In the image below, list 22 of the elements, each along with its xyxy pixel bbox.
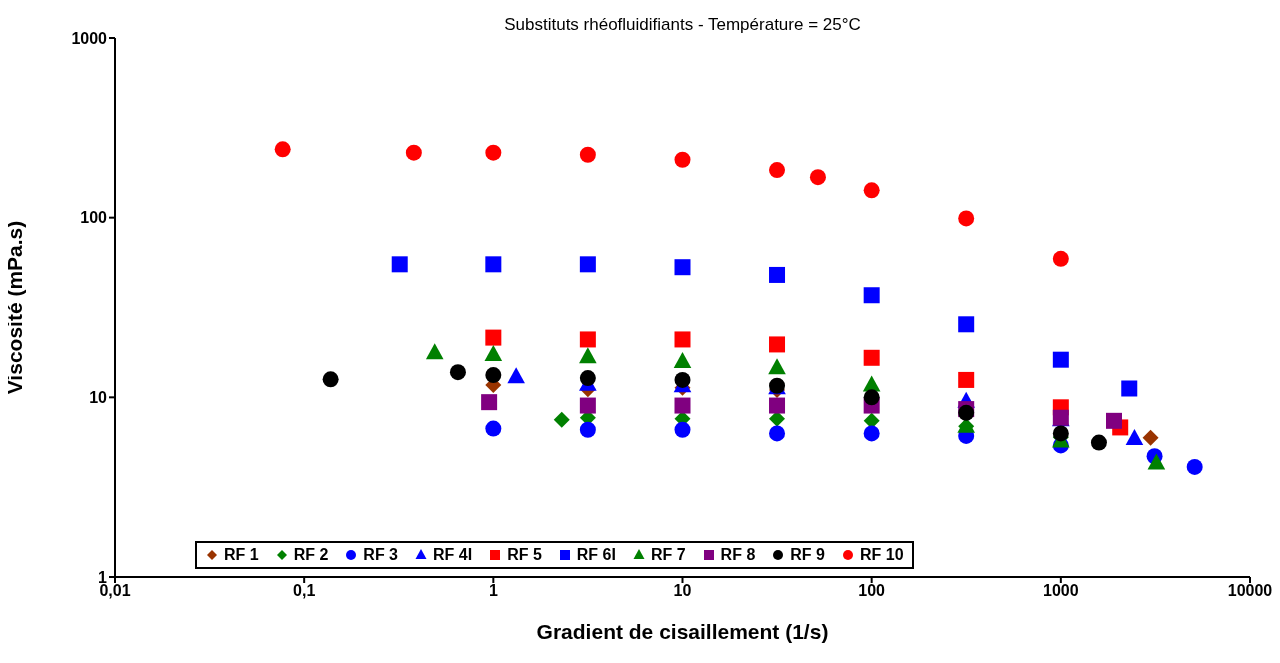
x-tick-label: 0,1 [293,582,316,600]
legend-label: RF 7 [650,546,686,564]
x-tick-label: 10000 [1227,582,1273,600]
legend-label: RF 1 [224,546,259,564]
legend-label: RF 5 [507,546,542,564]
x-tick-label: 100 [858,582,886,600]
x-tick-label: 0,01 [99,582,131,600]
x-tick-label: 1 [488,582,498,600]
legend-label: RF 2 [293,546,329,564]
legend-label: RF 10 [859,546,904,564]
x-tick-label: 1000 [1043,582,1079,600]
legend-label: RF 4I [433,546,473,564]
chart-title: Substituts rhéofluidifiants - Température = 25°C [504,15,861,34]
x-axis-title: Gradient de cisaillement (1/s) [536,620,829,643]
legend-label: RF 9 [790,546,825,564]
y-tick-label: 10 [89,389,108,407]
y-tick-label: 1000 [71,29,108,47]
legend-label: RF 6I [576,546,616,564]
legend-label: RF 3 [363,546,399,564]
legend-label: RF 8 [720,546,756,564]
y-tick-label: 100 [80,209,108,227]
x-tick-label: 10 [673,582,692,600]
